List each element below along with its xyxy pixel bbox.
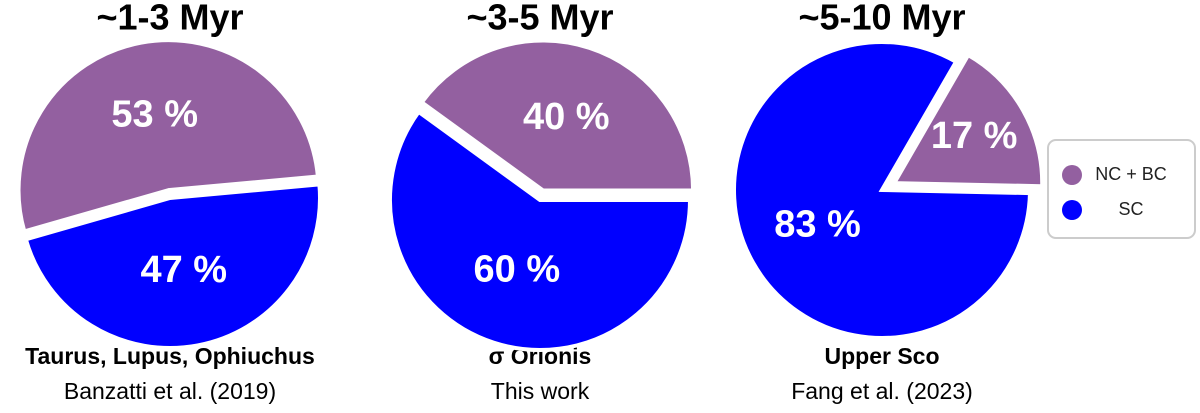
legend-label: SC <box>1118 199 1143 219</box>
pie-slice <box>732 40 1033 340</box>
chart-title: ~3-5 Myr <box>466 0 613 38</box>
caption: Fang et al. (2023) <box>791 378 973 404</box>
value-label: 53 % <box>111 93 198 135</box>
value-label: 47 % <box>140 249 227 291</box>
chart-title: ~1-3 Myr <box>96 0 243 38</box>
chart-title: ~5-10 Myr <box>798 0 965 38</box>
value-label: 40 % <box>523 96 610 138</box>
pie-slice <box>388 109 693 352</box>
legend-box <box>1047 139 1196 239</box>
subtitle: Upper Sco <box>824 343 939 369</box>
value-label: 60 % <box>474 248 561 290</box>
pie-slice <box>16 38 321 234</box>
pie-slice <box>23 182 322 350</box>
legend-marker <box>1062 200 1082 220</box>
pie-slice <box>418 38 696 193</box>
legend-marker <box>1062 165 1082 185</box>
caption: This work <box>491 378 590 404</box>
value-label: 83 % <box>774 203 861 245</box>
pie-slice <box>890 52 1045 189</box>
caption: Banzatti et al. (2019) <box>64 378 276 404</box>
legend-label: NC + BC <box>1095 164 1167 184</box>
value-label: 17 % <box>931 115 1018 157</box>
